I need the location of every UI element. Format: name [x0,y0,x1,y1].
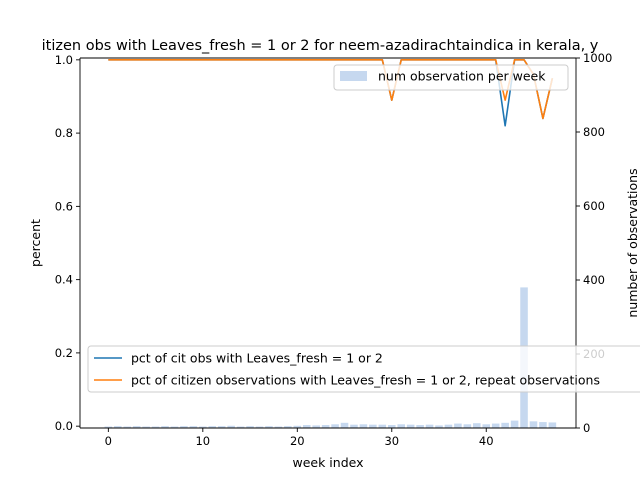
bar-21 [302,425,311,428]
bar-9 [189,426,198,428]
y-tick-label-right: 1000 [583,51,612,65]
bar-6 [161,426,169,428]
bar-7 [170,426,179,428]
bar-24 [331,424,339,428]
bar-31 [397,424,405,428]
bar-28 [369,424,377,428]
bar-16 [255,426,264,428]
bar-26 [350,424,358,428]
bar-39 [473,423,481,428]
x-axis-label: week index [292,455,363,470]
legend-line-label-1: pct of cit obs with Leaves_fresh = 1 or … [131,351,383,366]
y-tick-label-left: 0.4 [55,273,73,287]
line-series [108,59,554,127]
bar-43 [510,420,519,428]
bar-34 [425,424,434,428]
bar-36 [444,424,453,428]
bar-19 [284,426,292,428]
bar-22 [312,425,320,428]
bar-32 [406,424,415,428]
bar-3 [132,426,141,428]
bar-38 [463,424,472,428]
bar-18 [274,426,283,428]
legend-line-label-2: pct of citizen observations with Leaves_… [131,373,600,388]
chart-title: itizen obs with Leaves_fresh = 1 or 2 fo… [42,38,599,54]
legend-left-frame [87,345,640,393]
bar-14 [236,426,245,428]
bar-0 [104,426,113,428]
bar-25 [340,422,349,428]
bar-33 [416,425,424,428]
bar-40 [482,424,491,428]
bar-13 [227,425,235,428]
bar-27 [359,424,368,428]
bar-41 [491,423,500,428]
bar-20 [293,425,302,428]
bar-42 [501,422,509,428]
legend-bar-swatch [340,71,367,81]
y-axis-label-left: percent [28,219,43,267]
y-tick-label-right: 0 [583,421,590,435]
legend-right: num observation per week [333,64,569,91]
legend-bar-label: num observation per week [378,69,546,84]
series-line-2 [108,59,554,120]
x-ticks: 0 10 20 30 40 [105,428,494,448]
x-tick-label: 20 [290,434,305,448]
bar-35 [435,425,443,428]
legend-right-frame [333,64,569,91]
bar-4 [142,426,150,428]
bar-45 [529,421,538,428]
x-tick-label: 40 [479,434,494,448]
legend-left: pct of cit obs with Leaves_fresh = 1 or … [87,345,640,393]
bar-11 [208,426,217,428]
bar-1 [114,426,122,428]
y-tick-label-right: 800 [583,125,605,139]
bar-15 [246,426,254,428]
bar-17 [265,426,273,428]
y-tick-label-left: 0.2 [55,346,73,360]
y-tick-label-left: 0.0 [55,419,73,433]
x-tick-label: 0 [105,434,112,448]
x-tick-label: 10 [195,434,210,448]
bar-10 [199,426,207,428]
y-tick-label-right: 600 [583,199,605,213]
bar-5 [151,426,160,428]
y-ticks-left: 0.0 0.2 0.4 0.6 0.8 1.0 [55,53,80,433]
bar-2 [123,426,132,428]
bar-37 [454,423,462,428]
bar-8 [180,426,188,428]
y-axis-label-right: number of observations [625,168,640,317]
bar-46 [539,422,547,428]
bar-30 [387,425,396,428]
bar-47 [548,422,557,428]
y-tick-label-left: 0.8 [55,126,73,140]
y-tick-label-right: 400 [583,273,605,287]
bar-29 [378,424,387,428]
y-tick-label-left: 1.0 [55,53,73,67]
bar-23 [321,425,330,428]
y-tick-label-left: 0.6 [55,199,73,213]
x-tick-label: 30 [384,434,399,448]
bar-12 [217,426,226,428]
